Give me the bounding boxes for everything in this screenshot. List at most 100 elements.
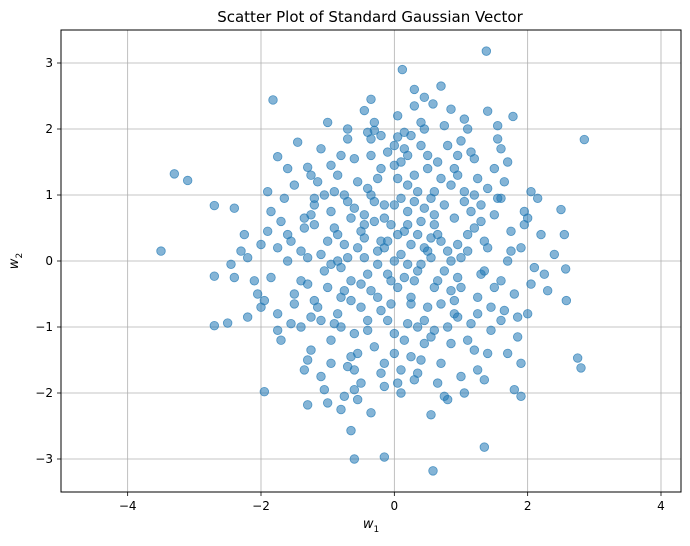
data-point: [399, 335, 410, 345]
data-point: [299, 365, 310, 375]
data-point: [379, 200, 390, 210]
data-point: [436, 173, 446, 184]
data-point: [286, 319, 296, 329]
data-point: [292, 137, 303, 147]
data-point: [242, 253, 253, 263]
data-point: [372, 259, 383, 270]
data-point: [426, 233, 436, 243]
data-point: [362, 325, 373, 336]
data-point: [336, 150, 346, 161]
data-point: [436, 358, 446, 369]
data-point: [356, 302, 366, 312]
data-point: [409, 276, 420, 286]
data-point: [349, 454, 360, 464]
data-point: [336, 322, 346, 332]
data-point: [469, 223, 480, 233]
data-point: [326, 160, 336, 171]
data-point: [222, 318, 233, 328]
data-point: [359, 233, 370, 243]
data-point: [242, 312, 253, 322]
data-point: [282, 163, 293, 174]
data-point: [359, 253, 370, 263]
data-point: [426, 410, 436, 420]
data-point: [522, 309, 533, 319]
data-point: [226, 259, 236, 270]
data-point: [452, 312, 463, 322]
data-point: [396, 388, 406, 398]
data-point: [272, 152, 283, 162]
data-point: [472, 173, 483, 184]
data-point: [556, 204, 566, 215]
data-point: [346, 276, 356, 286]
data-point: [209, 200, 220, 211]
data-point: [429, 186, 440, 197]
data-point: [316, 249, 326, 260]
data-point: [349, 328, 360, 339]
data-point: [516, 358, 526, 369]
data-point: [372, 173, 383, 184]
data-point: [572, 353, 583, 363]
data-point: [402, 219, 413, 230]
data-point: [362, 127, 373, 138]
data-point: [462, 335, 473, 345]
data-point: [442, 246, 453, 256]
y-tick-label: 3: [45, 56, 53, 70]
data-point: [289, 180, 300, 190]
data-point: [412, 322, 423, 332]
data-point: [422, 150, 433, 161]
data-point: [536, 229, 546, 240]
data-point: [419, 124, 430, 134]
data-point: [439, 391, 450, 402]
data-point: [516, 243, 526, 253]
data-point: [559, 229, 570, 240]
data-point: [419, 338, 430, 349]
axis-ticks: −4 −2 0 2 4 −3 −2 −1 0 1 2 3: [35, 56, 665, 513]
data-point: [316, 315, 326, 326]
data-point: [336, 404, 346, 415]
data-point: [409, 101, 420, 111]
data-point: [479, 442, 490, 452]
data-point: [379, 243, 390, 253]
data-point: [272, 243, 283, 253]
data-point: [512, 332, 523, 342]
data-point: [322, 117, 333, 128]
data-point: [476, 216, 486, 227]
data-point: [379, 358, 390, 369]
data-point: [409, 84, 420, 95]
data-point: [332, 256, 343, 266]
data-point: [509, 289, 520, 299]
data-point: [419, 92, 430, 103]
data-point: [516, 391, 526, 402]
data-point: [429, 210, 440, 220]
data-point: [299, 223, 310, 233]
data-point: [399, 127, 410, 138]
data-point: [306, 170, 316, 180]
data-point: [428, 466, 438, 476]
data-point: [349, 385, 360, 395]
data-point: [402, 259, 413, 270]
data-point: [236, 246, 246, 256]
data-point: [496, 144, 506, 154]
data-point: [276, 216, 286, 227]
data-point: [266, 272, 276, 283]
data-point: [339, 286, 350, 296]
data-point: [561, 295, 572, 306]
data-point: [396, 365, 406, 375]
data-point: [436, 236, 446, 246]
data-point: [446, 256, 456, 266]
x-tick-label: −4: [119, 499, 137, 513]
data-point: [446, 338, 456, 349]
y-tick-label: 0: [45, 254, 53, 268]
x-axis-label-sub: 1: [373, 525, 379, 535]
data-point: [346, 295, 356, 306]
data-point: [362, 315, 373, 326]
data-point: [256, 239, 266, 250]
data-point: [392, 111, 403, 121]
x-tick-label: −2: [252, 499, 270, 513]
data-point: [256, 302, 266, 312]
data-point: [402, 206, 413, 217]
data-point: [532, 193, 543, 204]
data-point: [469, 345, 480, 355]
data-point: [560, 264, 571, 274]
